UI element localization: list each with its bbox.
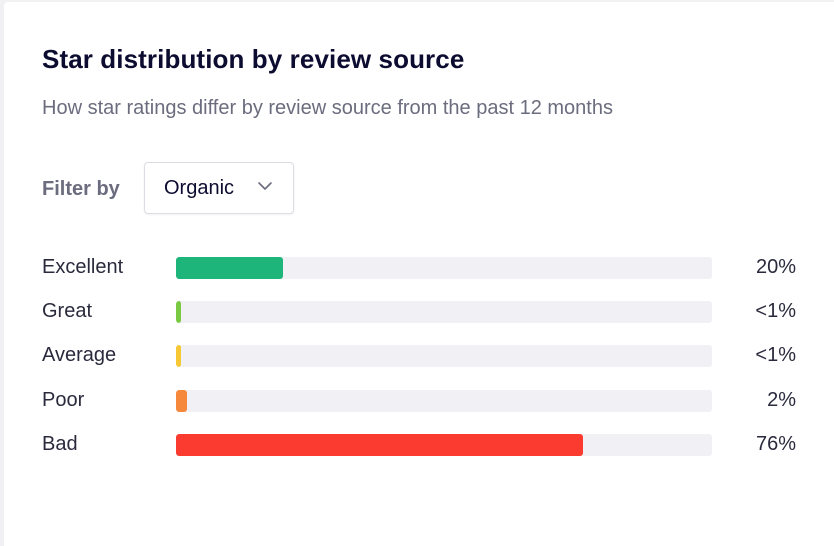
rating-percent-bad: 76% — [755, 433, 796, 455]
card-subtitle: How star ratings differ by review source… — [42, 97, 613, 119]
card-title: Star distribution by review source — [42, 44, 465, 74]
rating-percent-great: <1% — [755, 300, 796, 322]
review-source-dropdown[interactable]: Organic — [144, 162, 294, 214]
rating-label-excellent: Excellent — [42, 256, 124, 278]
rating-label-bad: Bad — [42, 433, 78, 455]
rating-bar-fill-average — [176, 345, 181, 367]
star-distribution-card: Star distribution by review source How s… — [4, 2, 834, 546]
rating-bar-track-poor — [176, 390, 712, 412]
rating-bar-track-excellent — [176, 257, 712, 279]
rating-bar-fill-poor — [176, 390, 187, 412]
chevron-down-icon — [258, 182, 272, 190]
rating-percent-excellent: 20% — [755, 256, 796, 278]
distribution-list: Excellent 20% Great <1% Average <1% Poor 2% Bad 7… — [4, 2, 834, 546]
rating-percent-average: <1% — [755, 344, 796, 366]
rating-bar-fill-excellent — [176, 257, 283, 279]
rating-bar-track-bad — [176, 434, 712, 456]
dropdown-selected-value: Organic — [164, 177, 235, 199]
rating-bar-track-great — [176, 301, 712, 323]
rating-bar-fill-bad — [176, 434, 583, 456]
rating-label-great: Great — [42, 300, 93, 322]
rating-bar-track-average — [176, 345, 712, 367]
rating-label-average: Average — [42, 344, 117, 366]
rating-label-poor: Poor — [42, 389, 85, 411]
filter-label: Filter by — [42, 178, 120, 200]
rating-bar-fill-great — [176, 301, 181, 323]
rating-percent-poor: 2% — [767, 389, 796, 411]
